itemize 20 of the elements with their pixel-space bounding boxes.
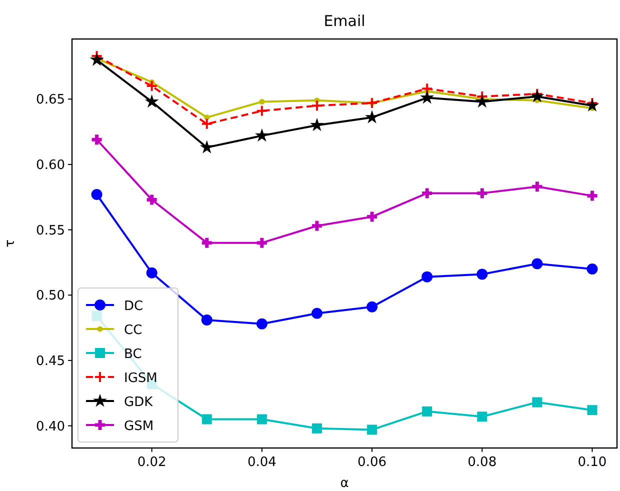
legend-label: CC bbox=[124, 323, 142, 338]
legend-label: GSM bbox=[124, 419, 154, 434]
legend-label: BC bbox=[124, 347, 142, 362]
y-axis-title: τ bbox=[3, 239, 18, 248]
legend-label: DC bbox=[124, 299, 144, 314]
y-tick-label: 0.40 bbox=[36, 419, 65, 434]
x-axis-title: α bbox=[340, 476, 349, 491]
legend-label: GDK bbox=[124, 395, 154, 410]
legend-label: IGSM bbox=[124, 371, 158, 386]
y-tick-label: 0.55 bbox=[36, 223, 65, 238]
x-tick-label: 0.10 bbox=[578, 455, 607, 470]
x-tick-label: 0.08 bbox=[468, 455, 497, 470]
x-tick-label: 0.06 bbox=[358, 455, 386, 470]
x-tick-label: 0.04 bbox=[247, 455, 276, 470]
y-tick-label: 0.60 bbox=[36, 158, 65, 173]
y-tick-label: 0.65 bbox=[36, 92, 65, 108]
chart-title: Email bbox=[324, 12, 366, 30]
x-tick-label: 0.02 bbox=[137, 455, 166, 470]
y-tick-label: 0.50 bbox=[36, 288, 65, 304]
y-tick-label: 0.45 bbox=[36, 354, 65, 369]
